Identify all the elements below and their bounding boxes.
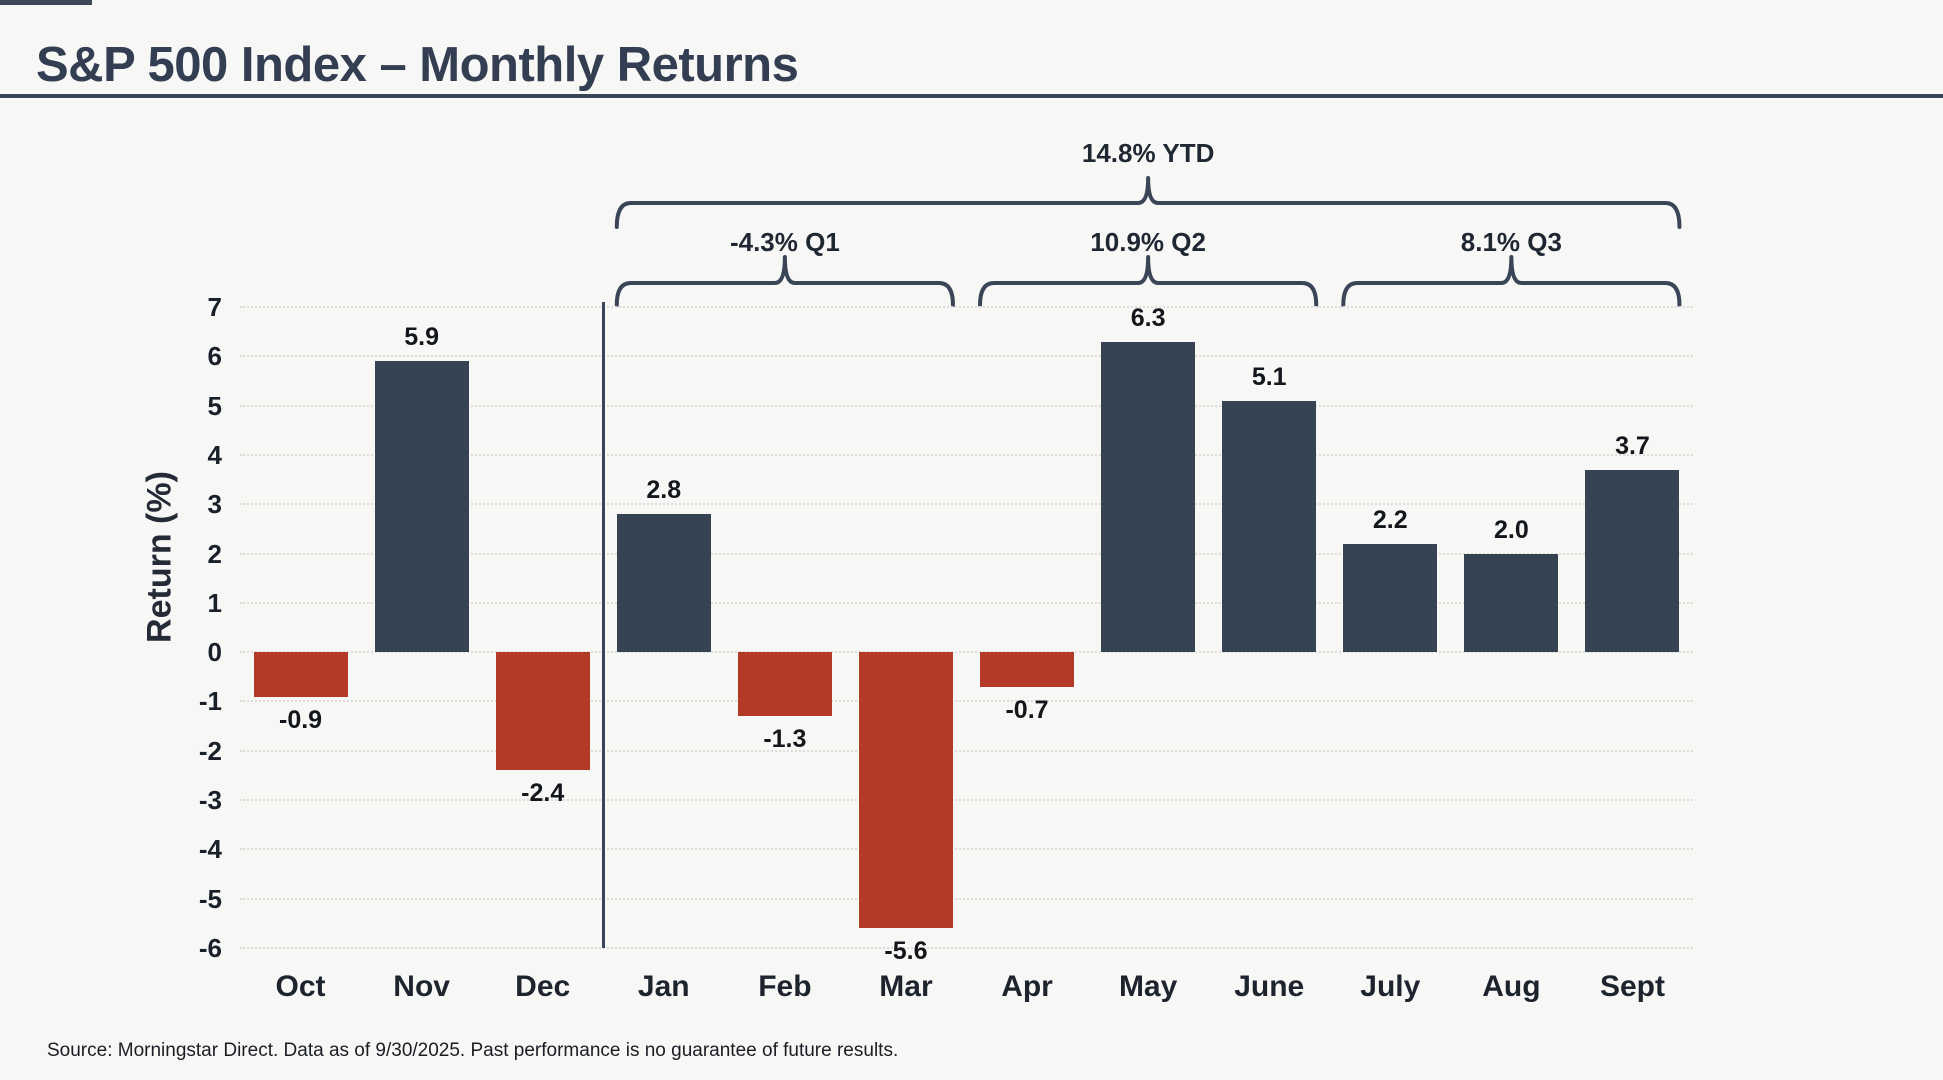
gridline-1 <box>240 601 1693 604</box>
x-tick-label-June: June <box>1234 970 1305 1003</box>
x-tick-label-May: May <box>1118 970 1178 1003</box>
x-tick-label-Aug: Aug <box>1482 970 1541 1003</box>
bar-value-label: -5.6 <box>884 937 928 966</box>
y-tick-label: 7 <box>207 292 222 322</box>
y-tick-label: 6 <box>207 341 222 372</box>
bar-Dec <box>495 652 590 771</box>
q3-annotation-label: 8.1% Q3 <box>1460 227 1562 257</box>
bar-Sept <box>1585 469 1680 653</box>
bar-value-label: -0.9 <box>279 705 323 734</box>
q1-bracket <box>614 255 955 307</box>
gridline--4 <box>240 848 1693 851</box>
bar-Mar <box>858 652 953 929</box>
y-tick-label: -3 <box>198 785 222 816</box>
gridline--5 <box>240 897 1693 900</box>
bar-Aug <box>1464 553 1559 653</box>
bracket-annotations <box>614 176 1682 307</box>
source-note: Source: Morningstar Direct. Data as of 9… <box>47 1040 899 1061</box>
gridline-0 <box>240 651 1693 654</box>
y-tick-label: 2 <box>207 538 222 569</box>
bar-Nov <box>374 361 469 653</box>
gridline--3 <box>240 799 1693 802</box>
bar-value-label: 2.8 <box>646 476 682 505</box>
x-tick-label-Nov: Nov <box>393 970 450 1003</box>
gridline-2 <box>240 552 1693 555</box>
gridline-3 <box>240 503 1693 506</box>
gridline--2 <box>240 749 1693 752</box>
x-tick-label-Sept: Sept <box>1599 970 1665 1003</box>
x-tick-label-Dec: Dec <box>515 970 571 1003</box>
gridline--1 <box>240 700 1693 703</box>
ytd-bracket <box>614 176 1682 229</box>
bar-value-label: 3.7 <box>1615 431 1650 460</box>
y-tick-label: -5 <box>198 883 222 914</box>
q3-bracket <box>1341 255 1682 307</box>
y-tick-label: 5 <box>207 390 222 421</box>
bar-Apr <box>980 652 1075 687</box>
page-title: S&P 500 Index – Monthly Returns <box>36 37 799 92</box>
gridline--6 <box>240 947 1693 949</box>
bar-Oct <box>253 652 348 697</box>
gridline-6 <box>240 355 1693 358</box>
bar-chart-plot-area: 7 6 5 4 3 2 1 0 -1 -2 -3 -4 -5 -6 -0.9 Oct 5.9 Nov -2.4 Dec… <box>199 292 1693 1003</box>
q1-annotation-label: -4.3% Q1 <box>729 227 840 257</box>
bar-value-label: 5.1 <box>1251 362 1287 391</box>
bar-value-label: 5.9 <box>404 323 439 352</box>
bar-June <box>1222 400 1317 653</box>
corner-strip <box>0 0 92 5</box>
q2-bracket <box>978 255 1319 307</box>
q2-annotation-label: 10.9% Q2 <box>1090 227 1206 257</box>
bar-value-label: 6.3 <box>1130 303 1166 332</box>
year-divider-line <box>601 302 605 948</box>
gridline-5 <box>240 404 1693 407</box>
x-tick-label-Mar: Mar <box>879 970 933 1003</box>
bar-May <box>1101 341 1196 653</box>
bar-July <box>1343 543 1438 653</box>
bar-Jan <box>616 514 711 653</box>
y-tick-label: 3 <box>207 489 222 520</box>
title-divider-rule <box>0 94 1943 98</box>
ytd-annotation-label: 14.8% YTD <box>1081 138 1215 168</box>
y-tick-label: -4 <box>198 834 222 865</box>
bar-value-label: 2.2 <box>1372 505 1408 534</box>
x-tick-label-Jan: Jan <box>637 970 690 1003</box>
y-tick-label: -2 <box>198 735 222 766</box>
bar-value-label: -2.4 <box>521 779 565 808</box>
y-tick-label: -6 <box>198 933 222 963</box>
gridline-7 <box>240 306 1693 308</box>
bar-Feb <box>737 652 832 717</box>
bar-value-label: 2.0 <box>1493 515 1529 544</box>
y-tick-label: 4 <box>207 439 222 470</box>
y-tick-label: 1 <box>207 587 222 618</box>
x-tick-label-Feb: Feb <box>758 970 812 1003</box>
bar-value-label: -1.3 <box>763 725 807 754</box>
x-tick-label-Oct: Oct <box>275 970 326 1003</box>
y-tick-label: 0 <box>207 637 222 668</box>
gridline-4 <box>240 453 1693 456</box>
bar-value-label: -0.7 <box>1005 695 1049 724</box>
y-tick-label: -1 <box>198 686 222 717</box>
x-tick-label-July: July <box>1360 970 1421 1003</box>
x-tick-label-Apr: Apr <box>1001 970 1053 1003</box>
